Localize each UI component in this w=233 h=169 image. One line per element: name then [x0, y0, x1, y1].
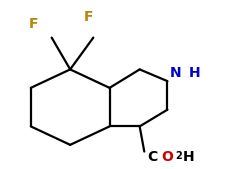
Text: 2: 2: [176, 151, 182, 161]
Text: H: H: [182, 150, 194, 164]
Text: F: F: [84, 10, 93, 25]
Text: C: C: [147, 150, 158, 164]
Text: F: F: [28, 17, 38, 31]
Text: O: O: [161, 150, 173, 164]
Text: H: H: [188, 66, 200, 80]
Text: N: N: [170, 66, 181, 80]
